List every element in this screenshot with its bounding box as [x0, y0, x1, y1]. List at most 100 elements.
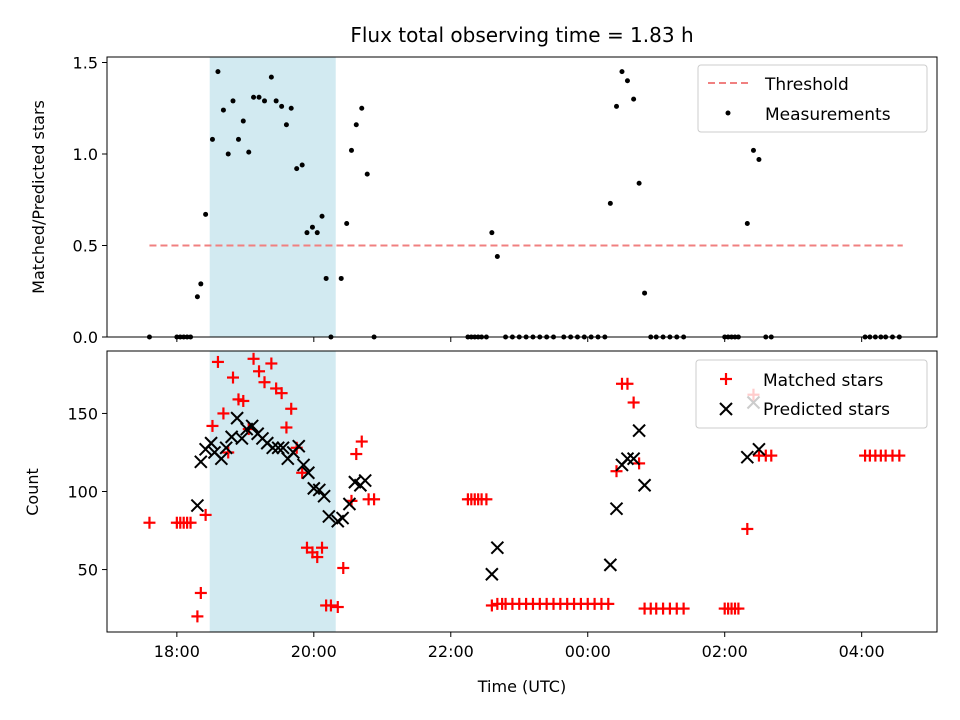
top-dot-point-68: [636, 180, 642, 186]
top-dot-point-14: [235, 136, 241, 142]
bottom-y-axis-title: Count: [23, 468, 42, 516]
top-dot-point-18: [256, 94, 262, 100]
top-dot-point-17: [251, 94, 257, 100]
top-dot-point-27: [304, 230, 310, 236]
top-y-tick-label-2: 1.0: [73, 145, 98, 164]
bottom-plus-point-24: [285, 402, 298, 415]
bottom-plus-point-20: [265, 357, 278, 370]
bottom-x-point-15: [266, 441, 280, 455]
top-dot-point-29: [314, 230, 320, 236]
bottom-plus-point-7: [194, 586, 207, 599]
bottom-plus-point-64: [602, 597, 615, 610]
top-dot-point-35: [348, 147, 354, 153]
bottom-plus-point-34: [337, 561, 350, 574]
top-y-tick-label-3: 1.5: [73, 53, 98, 72]
bottom-x-point-1: [194, 455, 208, 469]
bottom-x-point-34: [490, 540, 505, 555]
bottom-plus-point-13: [227, 371, 240, 384]
bottom-x-point-22: [301, 466, 316, 480]
bottom-plus-point-8: [199, 508, 212, 521]
bottom-plus-point-93: [893, 449, 906, 462]
top-dot-point-69: [642, 290, 648, 296]
bottom-x-tick-label-4: 02:00: [702, 642, 748, 661]
bottom-x-point-29: [342, 497, 357, 511]
top-dot-point-11: [220, 107, 226, 113]
top-dot-point-20: [268, 74, 274, 80]
legend-matched-label: Matched stars: [763, 371, 883, 391]
top-dot-point-36: [353, 122, 359, 128]
bottom-plus-point-81: [732, 602, 745, 615]
legend-predicted-swatch: [719, 402, 733, 416]
top-dot-point-37: [359, 105, 365, 111]
bottom-x-point-39: [626, 452, 641, 466]
bottom-x-point-3: [204, 436, 218, 450]
legend-predicted-label: Predicted stars: [763, 400, 890, 420]
bottom-plus-point-10: [211, 355, 224, 368]
top-dot-point-15: [240, 118, 246, 124]
top-dot-point-8: [203, 211, 209, 217]
bottom-plus-point-26: [296, 466, 309, 479]
top-dot-point-46: [489, 230, 495, 236]
bottom-x-point-0: [190, 498, 205, 513]
top-dot-point-28: [309, 224, 315, 230]
top-dot-point-30: [319, 213, 325, 219]
bottom-x-point-36: [609, 501, 624, 516]
bottom-x-point-21: [296, 458, 311, 472]
bottom-x-point-33: [485, 567, 499, 581]
top-dot-point-21: [273, 98, 279, 104]
top-y-axis-title: Matched/Predicted stars: [29, 100, 48, 294]
top-dot-point-23: [283, 122, 289, 128]
bottom-plus-point-15: [237, 394, 250, 407]
top-dot-point-33: [338, 275, 344, 281]
top-shaded-region: [209, 57, 336, 337]
top-dot-point-81: [744, 221, 750, 227]
bottom-y-tick-label-1: 100: [67, 483, 98, 502]
bottom-x-point-6: [219, 441, 233, 455]
bottom-plus-point-19: [258, 376, 271, 389]
bottom-x-point-25: [317, 489, 331, 503]
bottom-plus-point-67: [621, 377, 634, 390]
top-dot-point-10: [215, 69, 221, 75]
bottom-x-point-5: [214, 452, 229, 466]
bottom-x-point-20: [292, 439, 306, 453]
bottom-plus-point-6: [191, 610, 204, 623]
bottom-plus-point-30: [316, 541, 329, 554]
top-legend: Threshold Measurements: [697, 64, 928, 133]
bottom-x-point-8: [230, 411, 244, 425]
top-dot-point-24: [288, 105, 294, 111]
bottom-x-tick-label-5: 04:00: [839, 642, 885, 661]
legend-measurements-label: Measurements: [765, 105, 891, 125]
bottom-x-point-11: [245, 419, 259, 433]
bottom-plus-point-86: [765, 449, 778, 462]
bottom-plus-point-11: [217, 407, 230, 420]
top-dot-point-31: [323, 275, 329, 281]
bottom-x-point-9: [235, 431, 249, 446]
top-dot-point-65: [619, 69, 625, 75]
bottom-x-tick-label-3: 00:00: [565, 642, 611, 661]
bottom-plus-point-68: [627, 396, 640, 409]
top-legend-box: [697, 64, 928, 133]
top-dot-point-82: [750, 147, 756, 153]
bottom-y-tick-label-0: 50: [78, 561, 98, 580]
bottom-plus-point-36: [350, 448, 363, 461]
bottom-plus-point-5: [184, 516, 197, 529]
top-dot-point-34: [344, 221, 350, 227]
bottom-panel: 50 100 150 18:00 20:00 22:00 00:00 02:00 04:00 C…: [23, 350, 938, 696]
top-dot-point-19: [262, 98, 268, 104]
bottom-x-point-32: [358, 473, 372, 488]
legend-threshold-label: Threshold: [764, 75, 849, 95]
legend-measurements-swatch: [725, 110, 731, 116]
bottom-x-point-38: [620, 452, 635, 466]
top-dot-point-13: [230, 98, 236, 104]
bottom-x-point-41: [637, 478, 652, 492]
top-y-tick-label-0: 0.0: [73, 328, 98, 347]
x-axis-title: Time (UTC): [477, 677, 566, 696]
bottom-x-point-16: [271, 441, 285, 455]
top-dot-point-7: [198, 281, 204, 287]
bottom-x-point-28: [335, 511, 350, 525]
top-dot-point-66: [624, 78, 630, 84]
bottom-plus-point-0: [143, 516, 156, 529]
bottom-x-tick-label-1: 20:00: [291, 642, 337, 661]
bottom-plus-point-32: [324, 599, 337, 612]
